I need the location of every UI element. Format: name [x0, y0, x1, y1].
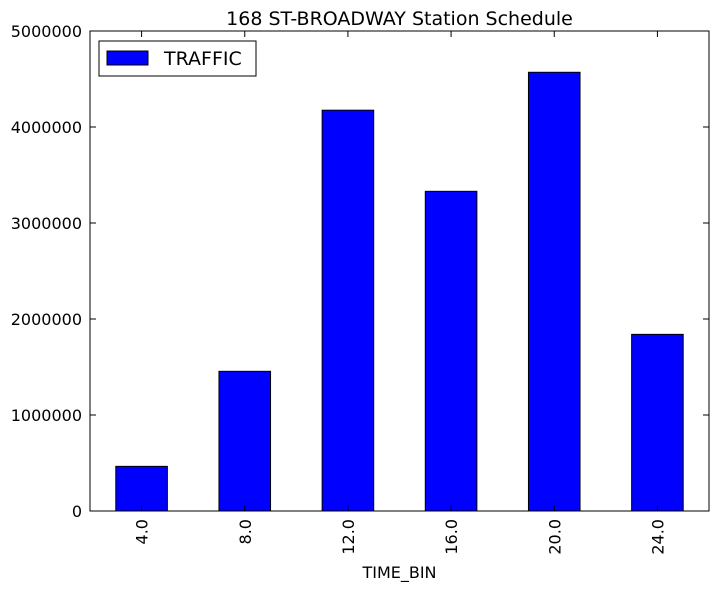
x-tick-label: 4.0	[133, 519, 152, 544]
bar-4-0	[115, 465, 168, 512]
y-tick-label: 3000000	[11, 214, 82, 233]
plot-frame	[89, 30, 710, 512]
x-tick-label: 20.0	[545, 519, 564, 555]
x-axis: 4.0 8.0 12.0 16.0 20.0 24.0	[133, 31, 667, 555]
y-tick-label: 5000000	[11, 22, 82, 41]
y-axis: 0 1000000 2000000 3000000 4000000 5000000	[11, 22, 709, 521]
y-tick-label: 2000000	[11, 310, 82, 329]
legend-swatch-traffic	[106, 50, 149, 66]
bar-12-0	[321, 109, 375, 512]
x-axis-label: TIME_BIN	[361, 563, 436, 583]
x-tick-label: 8.0	[236, 519, 255, 544]
bar-24-0	[631, 333, 684, 512]
bar-8-0	[218, 370, 272, 512]
y-tick-label: 0	[72, 502, 82, 521]
y-tick-label: 1000000	[11, 406, 82, 425]
bars-layer	[115, 71, 684, 512]
x-tick-label: 12.0	[339, 519, 358, 555]
bar-16-0	[424, 190, 478, 512]
bar-20-0	[527, 71, 581, 512]
x-tick-label: 24.0	[648, 519, 667, 555]
y-tick-label: 4000000	[11, 118, 82, 137]
legend: TRAFFIC	[98, 40, 257, 77]
legend-label-traffic: TRAFFIC	[163, 48, 242, 70]
chart-title: 168 ST-BROADWAY Station Schedule	[226, 8, 573, 30]
x-tick-label: 16.0	[442, 519, 461, 555]
